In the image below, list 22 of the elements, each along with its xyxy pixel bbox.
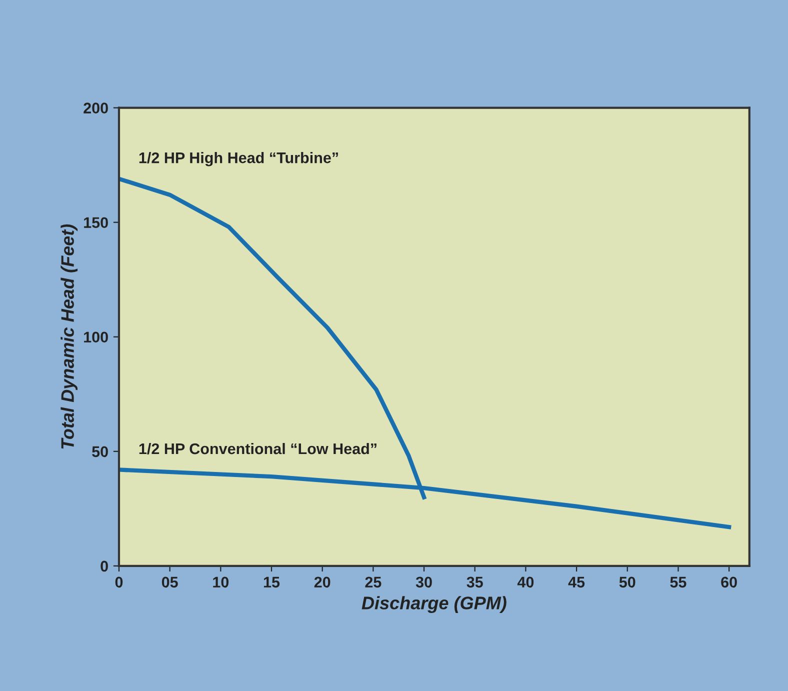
x-tick-label: 50 xyxy=(619,576,636,588)
y-axis-title: Total Dynamic Head (Feet) xyxy=(60,224,78,449)
x-tick-label: 10 xyxy=(213,576,229,588)
series-label: 1/2 HP High Head “Turbine” xyxy=(139,152,338,166)
x-tick-label: 35 xyxy=(466,576,483,588)
x-axis-title: Discharge (GPM) xyxy=(362,596,506,613)
y-tick-label: 0 xyxy=(100,560,108,572)
y-tick-label: 50 xyxy=(92,446,108,458)
x-tick-label: 20 xyxy=(314,576,330,588)
y-tick-label: 150 xyxy=(84,217,108,228)
y-tick-label: 100 xyxy=(84,332,108,343)
x-tick-label: 55 xyxy=(670,576,686,588)
x-tick-label: 60 xyxy=(721,576,737,588)
y-tick-label: 200 xyxy=(84,102,108,114)
series-label: 1/2 HP Conventional “Low Head” xyxy=(139,442,376,454)
x-tick-label: 0 xyxy=(115,576,123,588)
x-tick-label: 05 xyxy=(162,576,178,588)
x-tick-label: 25 xyxy=(365,576,382,588)
x-tick-label: 30 xyxy=(416,576,432,588)
x-tick-label: 45 xyxy=(568,576,585,588)
x-tick-label: 40 xyxy=(517,576,534,588)
x-tick-label: 15 xyxy=(264,576,280,588)
